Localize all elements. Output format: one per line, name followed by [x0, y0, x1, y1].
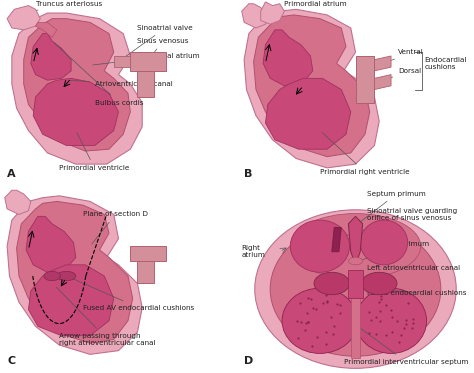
Polygon shape — [351, 295, 360, 358]
Ellipse shape — [362, 272, 397, 295]
Text: Sinoatrial valve: Sinoatrial valve — [121, 25, 193, 60]
Polygon shape — [12, 13, 142, 164]
Ellipse shape — [314, 272, 349, 295]
Text: Plane of section D: Plane of section D — [83, 211, 148, 244]
Polygon shape — [263, 30, 313, 86]
Text: C: C — [7, 356, 15, 366]
Text: Septum primum: Septum primum — [360, 191, 426, 222]
Text: B: B — [244, 169, 253, 179]
Text: Primordial right ventricle: Primordial right ventricle — [320, 132, 410, 175]
Text: Right
atrium: Right atrium — [242, 245, 265, 258]
Polygon shape — [31, 34, 71, 80]
Ellipse shape — [348, 257, 363, 265]
Text: Primordial ventricle: Primordial ventricle — [59, 133, 129, 171]
Ellipse shape — [282, 288, 358, 354]
Polygon shape — [26, 216, 76, 272]
Polygon shape — [130, 52, 166, 71]
Ellipse shape — [57, 272, 76, 280]
Text: Ventral: Ventral — [386, 49, 424, 62]
Text: Truncus arteriosus: Truncus arteriosus — [27, 1, 102, 12]
Text: Fused AV endocardial cushions: Fused AV endocardial cushions — [73, 279, 194, 311]
Ellipse shape — [255, 210, 456, 369]
Text: A: A — [7, 169, 16, 179]
Ellipse shape — [44, 272, 61, 280]
Text: Endocardial
cushions: Endocardial cushions — [424, 57, 466, 70]
Polygon shape — [7, 6, 40, 30]
Text: Primordial atrium: Primordial atrium — [268, 1, 347, 9]
Polygon shape — [254, 15, 370, 157]
Polygon shape — [7, 196, 142, 354]
Text: Sinoatrial valve guarding
orifice of sinus venosus: Sinoatrial valve guarding orifice of sin… — [339, 208, 457, 238]
Polygon shape — [244, 9, 379, 168]
Text: Primordial interventricular septum: Primordial interventricular septum — [344, 328, 468, 365]
Polygon shape — [130, 246, 166, 261]
Text: Left atrioventricular canal: Left atrioventricular canal — [346, 266, 460, 283]
Polygon shape — [137, 261, 154, 283]
Polygon shape — [261, 2, 284, 24]
Polygon shape — [348, 216, 363, 265]
Polygon shape — [24, 19, 130, 151]
Ellipse shape — [360, 220, 408, 265]
Text: Fused endocardial cushions: Fused endocardial cushions — [367, 289, 467, 296]
Polygon shape — [374, 56, 391, 71]
Polygon shape — [36, 22, 57, 37]
Text: Sinus venosus: Sinus venosus — [137, 38, 189, 59]
Polygon shape — [137, 71, 154, 97]
Polygon shape — [28, 265, 114, 336]
Text: Bulbus cordis: Bulbus cordis — [54, 43, 143, 106]
Polygon shape — [265, 78, 351, 149]
Ellipse shape — [356, 288, 427, 354]
Text: Dorsal: Dorsal — [387, 68, 421, 79]
Text: Arrow passing through
right atrioventricular canal: Arrow passing through right atrioventric… — [56, 287, 156, 346]
Polygon shape — [33, 78, 118, 145]
Polygon shape — [5, 190, 31, 214]
Ellipse shape — [270, 222, 441, 356]
Polygon shape — [348, 270, 363, 298]
Ellipse shape — [290, 220, 350, 272]
Polygon shape — [242, 4, 268, 28]
Polygon shape — [356, 56, 374, 103]
Text: Atrioventricular canal: Atrioventricular canal — [69, 80, 173, 87]
Polygon shape — [374, 75, 391, 90]
Polygon shape — [17, 201, 133, 343]
Text: D: D — [244, 356, 254, 366]
Polygon shape — [114, 56, 130, 67]
Polygon shape — [332, 228, 341, 252]
Ellipse shape — [290, 213, 421, 279]
Text: Foramen primum: Foramen primum — [358, 241, 429, 262]
Text: Primordial atrium: Primordial atrium — [93, 53, 200, 65]
